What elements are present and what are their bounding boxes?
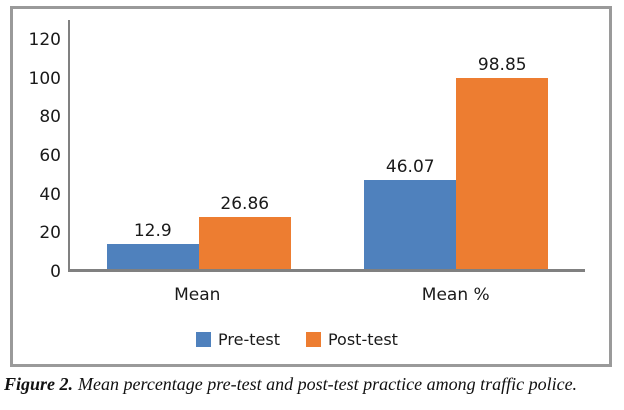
caption-label: Figure 2. [4, 374, 74, 394]
bar-group-mean: 12.9 26.86 [70, 194, 328, 269]
legend-item-pre-test: Pre-test [196, 330, 280, 349]
category-axis: Mean Mean % [68, 285, 585, 305]
legend-item-post-test: Post-test [305, 330, 398, 349]
bar-value-label: 46.07 [385, 156, 435, 177]
bar-pre-test-mean: 12.9 [106, 221, 199, 269]
y-tick-label-0: 0 [50, 262, 61, 282]
plot-area: 12.9 26.86 46.07 98.85 [68, 20, 585, 272]
bar-value-label: 98.85 [477, 54, 527, 75]
legend-label: Pre-test [218, 330, 280, 349]
legend: Pre-test Post-test [0, 330, 595, 349]
y-tick-label-80: 80 [39, 107, 61, 128]
chart-frame: 0 20 40 60 80 100 120 12.9 26.86 46.07 98.85 Mean… [10, 6, 612, 367]
y-tick-label-20: 20 [39, 223, 61, 244]
y-tick-label-100: 100 [28, 68, 61, 89]
bar-post-test-mean: 26.86 [198, 194, 291, 269]
figure-caption: Figure 2. Mean percentage pre-test and po… [4, 374, 622, 395]
category-label-mean: Mean [174, 285, 221, 305]
bar-value-label: 26.86 [220, 194, 270, 215]
legend-swatch-icon [196, 332, 212, 347]
bar-pre-test-mean: 46.07 [364, 157, 457, 269]
caption-text: Mean percentage pre-test and post-test p… [78, 374, 578, 394]
bar-value-label: 12.9 [133, 221, 172, 242]
bar-post-test-mean: 98.85 [456, 55, 549, 269]
y-tick-label-60: 60 [39, 146, 61, 166]
legend-swatch-icon [305, 332, 321, 347]
bar-group-mean: 46.07 98.85 [328, 55, 586, 269]
bar-groups: 12.9 26.86 46.07 98.85 [70, 20, 585, 269]
y-tick-label-120: 120 [28, 30, 61, 50]
category-label-mean: Mean % [421, 285, 490, 305]
legend-label: Post-test [327, 330, 398, 349]
y-tick-label-40: 40 [39, 184, 61, 205]
